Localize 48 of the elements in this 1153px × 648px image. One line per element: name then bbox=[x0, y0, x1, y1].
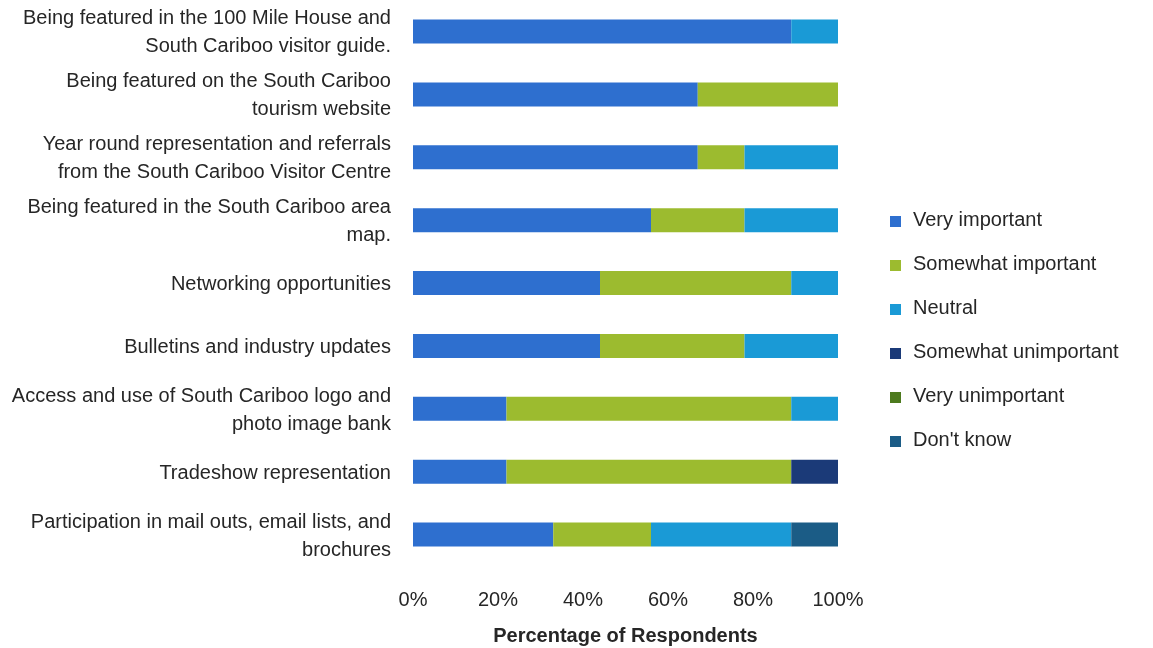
y-tick-label: Year round representation and referrals from the South Cariboo Visitor Centre bbox=[42, 132, 391, 183]
bar bbox=[413, 271, 600, 296]
bar bbox=[413, 19, 792, 44]
bar bbox=[744, 333, 838, 358]
bar bbox=[553, 522, 651, 547]
x-tick-label: 60% bbox=[647, 588, 689, 611]
y-tick-label: Networking opportunities bbox=[170, 272, 391, 294]
bar bbox=[791, 459, 838, 484]
bar bbox=[651, 208, 745, 233]
bar bbox=[413, 459, 507, 484]
bar bbox=[413, 208, 651, 233]
legend-label: Somewhat unimportant bbox=[913, 340, 1119, 362]
y-tick-label: Participation in mail outs, email lists, and brochures bbox=[30, 509, 391, 560]
bar bbox=[413, 522, 554, 547]
bar bbox=[413, 145, 698, 170]
bar bbox=[600, 271, 792, 296]
bar bbox=[651, 522, 792, 547]
x-tick-label: 20% bbox=[477, 588, 519, 611]
y-tick-label: Tradeshow representation bbox=[159, 460, 391, 483]
legend-label: Very important bbox=[913, 208, 1042, 230]
y-tick-label: Being featured on the South Cariboo tourism website bbox=[66, 69, 391, 120]
y-tick-label: Being featured in the 100 Mile House and South Cariboo visitor guide. bbox=[22, 6, 391, 57]
legend-label: Somewhat important bbox=[913, 252, 1097, 274]
bar bbox=[506, 459, 792, 484]
x-tick-label: 100% bbox=[812, 588, 864, 611]
x-axis-title: Percentage of Respondents bbox=[493, 624, 758, 646]
legend-label: Neutral bbox=[913, 296, 978, 318]
x-tick-label: 80% bbox=[732, 588, 774, 611]
bar bbox=[600, 333, 745, 358]
bar bbox=[413, 333, 600, 358]
bar bbox=[506, 396, 792, 421]
y-tick-label: Bulletins and industry updates bbox=[124, 334, 391, 357]
legend-label: Very unimportant bbox=[913, 384, 1065, 406]
bar bbox=[697, 145, 745, 170]
bar bbox=[744, 208, 838, 233]
bar bbox=[697, 82, 838, 107]
bar bbox=[791, 396, 838, 421]
bar bbox=[744, 145, 838, 170]
legend-label: Don't know bbox=[913, 428, 1012, 450]
x-tick-label: 40% bbox=[562, 588, 604, 611]
bar bbox=[791, 19, 838, 44]
y-tick-label: Being featured in the South Cariboo area map. bbox=[27, 195, 392, 246]
bar bbox=[413, 82, 698, 107]
bar bbox=[413, 396, 507, 421]
bar bbox=[791, 522, 838, 547]
x-tick-label: 0% bbox=[398, 588, 428, 611]
y-tick-label: Access and use of South Cariboo logo and photo image bank bbox=[11, 383, 392, 434]
bar bbox=[791, 271, 838, 296]
